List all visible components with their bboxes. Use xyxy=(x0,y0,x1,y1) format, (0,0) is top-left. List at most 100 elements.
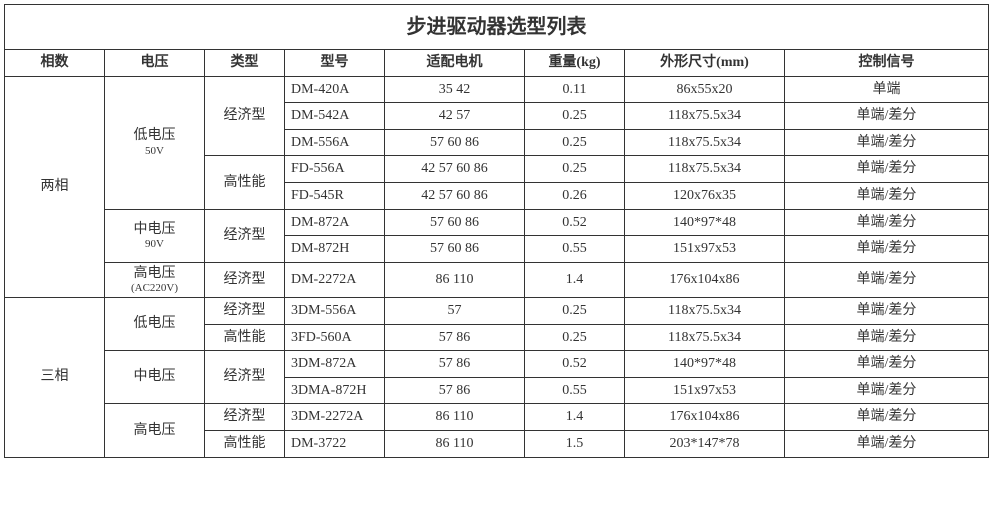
cell-size: 118x75.5x34 xyxy=(625,324,785,351)
phase-three: 三相 xyxy=(5,297,105,457)
cell-model: DM-872A xyxy=(285,209,385,236)
cell-signal: 单端/差分 xyxy=(785,209,989,236)
cell-weight: 0.11 xyxy=(525,76,625,103)
cell-model: 3DM-872A xyxy=(285,351,385,378)
voltage-low-label: 低电压 xyxy=(109,128,200,144)
header-signal: 控制信号 xyxy=(785,50,989,77)
cell-weight: 0.25 xyxy=(525,103,625,130)
voltage-low: 低电压 50V xyxy=(105,76,205,209)
cell-signal: 单端/差分 xyxy=(785,236,989,263)
cell-weight: 0.25 xyxy=(525,156,625,183)
cell-model: FD-545R xyxy=(285,182,385,209)
cell-size: 203*147*78 xyxy=(625,430,785,457)
cell-model: DM-542A xyxy=(285,103,385,130)
voltage-high-label: 高电压 xyxy=(109,266,200,282)
header-model: 型号 xyxy=(285,50,385,77)
driver-selection-table: 步进驱动器选型列表 相数 电压 类型 型号 适配电机 重量(kg) 外形尺寸(m… xyxy=(4,4,989,458)
cell-motor: 42 57 60 86 xyxy=(385,156,525,183)
cell-size: 151x97x53 xyxy=(625,236,785,263)
type-perf: 高性能 xyxy=(205,324,285,351)
type-eco: 经济型 xyxy=(205,209,285,262)
cell-size: 151x97x53 xyxy=(625,377,785,404)
cell-model: FD-556A xyxy=(285,156,385,183)
table-title: 步进驱动器选型列表 xyxy=(5,5,989,50)
cell-size: 176x104x86 xyxy=(625,262,785,297)
table-row: 高电压 (AC220V) 经济型 DM-2272A 86 110 1.4 176… xyxy=(5,262,989,297)
type-perf: 高性能 xyxy=(205,430,285,457)
header-row: 相数 电压 类型 型号 适配电机 重量(kg) 外形尺寸(mm) 控制信号 xyxy=(5,50,989,77)
table-row: 三相 低电压 经济型 3DM-556A 57 0.25 118x75.5x34 … xyxy=(5,297,989,324)
cell-signal: 单端/差分 xyxy=(785,156,989,183)
voltage-low-sub: 50V xyxy=(109,145,200,157)
header-weight: 重量(kg) xyxy=(525,50,625,77)
cell-model: DM-420A xyxy=(285,76,385,103)
cell-size: 176x104x86 xyxy=(625,404,785,431)
cell-size: 118x75.5x34 xyxy=(625,129,785,156)
voltage-high3: 高电压 xyxy=(105,404,205,457)
cell-weight: 0.55 xyxy=(525,236,625,263)
cell-signal: 单端/差分 xyxy=(785,262,989,297)
cell-size: 86x55x20 xyxy=(625,76,785,103)
type-eco: 经济型 xyxy=(205,297,285,324)
cell-motor: 57 xyxy=(385,297,525,324)
voltage-mid-label: 中电压 xyxy=(109,222,200,238)
cell-signal: 单端/差分 xyxy=(785,103,989,130)
cell-model: DM-3722 xyxy=(285,430,385,457)
voltage-mid: 中电压 90V xyxy=(105,209,205,262)
voltage-low3: 低电压 xyxy=(105,297,205,350)
cell-weight: 0.52 xyxy=(525,209,625,236)
cell-motor: 86 110 xyxy=(385,430,525,457)
cell-model: 3FD-560A xyxy=(285,324,385,351)
cell-signal: 单端/差分 xyxy=(785,182,989,209)
cell-motor: 35 42 xyxy=(385,76,525,103)
cell-weight: 1.4 xyxy=(525,262,625,297)
table-row: 高电压 经济型 3DM-2272A 86 110 1.4 176x104x86 … xyxy=(5,404,989,431)
header-phase: 相数 xyxy=(5,50,105,77)
cell-signal: 单端/差分 xyxy=(785,297,989,324)
cell-motor: 57 86 xyxy=(385,351,525,378)
table-row: 中电压 经济型 3DM-872A 57 86 0.52 140*97*48 单端… xyxy=(5,351,989,378)
cell-signal: 单端/差分 xyxy=(785,404,989,431)
cell-model: 3DM-2272A xyxy=(285,404,385,431)
cell-weight: 1.4 xyxy=(525,404,625,431)
cell-motor: 57 60 86 xyxy=(385,209,525,236)
cell-signal: 单端/差分 xyxy=(785,324,989,351)
cell-weight: 0.25 xyxy=(525,324,625,351)
cell-motor: 42 57 60 86 xyxy=(385,182,525,209)
type-perf: 高性能 xyxy=(205,156,285,209)
cell-weight: 0.25 xyxy=(525,129,625,156)
type-eco: 经济型 xyxy=(205,76,285,156)
cell-model: DM-556A xyxy=(285,129,385,156)
table-row: 两相 低电压 50V 经济型 DM-420A 35 42 0.11 86x55x… xyxy=(5,76,989,103)
cell-weight: 0.25 xyxy=(525,297,625,324)
driver-selection-table-container: 步进驱动器选型列表 相数 电压 类型 型号 适配电机 重量(kg) 外形尺寸(m… xyxy=(4,4,988,458)
cell-weight: 1.5 xyxy=(525,430,625,457)
header-voltage: 电压 xyxy=(105,50,205,77)
cell-weight: 0.52 xyxy=(525,351,625,378)
voltage-high: 高电压 (AC220V) xyxy=(105,262,205,297)
voltage-high-sub: (AC220V) xyxy=(109,282,200,294)
cell-size: 120x76x35 xyxy=(625,182,785,209)
cell-weight: 0.26 xyxy=(525,182,625,209)
cell-signal: 单端/差分 xyxy=(785,430,989,457)
cell-signal: 单端/差分 xyxy=(785,377,989,404)
cell-size: 140*97*48 xyxy=(625,209,785,236)
type-eco: 经济型 xyxy=(205,262,285,297)
cell-model: 3DM-556A xyxy=(285,297,385,324)
cell-signal: 单端/差分 xyxy=(785,351,989,378)
phase-two: 两相 xyxy=(5,76,105,297)
header-motor: 适配电机 xyxy=(385,50,525,77)
cell-signal: 单端 xyxy=(785,76,989,103)
title-row: 步进驱动器选型列表 xyxy=(5,5,989,50)
type-eco: 经济型 xyxy=(205,351,285,404)
cell-model: DM-2272A xyxy=(285,262,385,297)
cell-motor: 42 57 xyxy=(385,103,525,130)
cell-motor: 57 60 86 xyxy=(385,129,525,156)
cell-motor: 57 86 xyxy=(385,377,525,404)
voltage-mid-sub: 90V xyxy=(109,238,200,250)
cell-signal: 单端/差分 xyxy=(785,129,989,156)
voltage-mid3: 中电压 xyxy=(105,351,205,404)
cell-size: 140*97*48 xyxy=(625,351,785,378)
table-row: 中电压 90V 经济型 DM-872A 57 60 86 0.52 140*97… xyxy=(5,209,989,236)
cell-size: 118x75.5x34 xyxy=(625,156,785,183)
